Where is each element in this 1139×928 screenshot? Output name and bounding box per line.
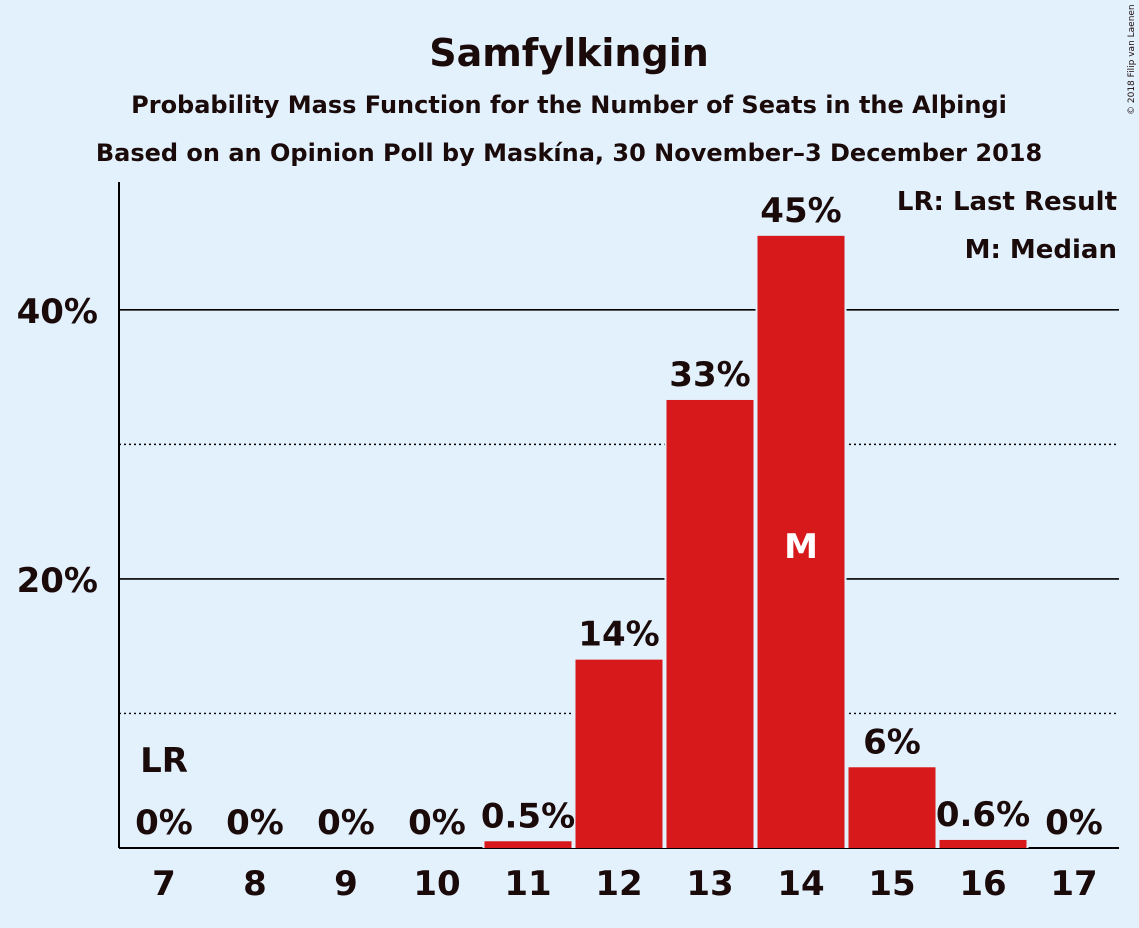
x-tick-label: 10 xyxy=(413,864,460,904)
bar-value-label: 6% xyxy=(863,722,921,762)
chart-title: Samfylkingin xyxy=(429,31,709,75)
bar-value-label: 0% xyxy=(135,803,193,843)
x-tick-label: 15 xyxy=(868,864,915,904)
bar-value-label: 33% xyxy=(669,355,750,395)
y-tick-label: 20% xyxy=(17,561,98,601)
bar xyxy=(757,235,845,848)
bar-value-label: 0.6% xyxy=(936,795,1030,835)
copyright-note: © 2018 Filip van Laenen xyxy=(1127,4,1137,115)
x-tick-label: 11 xyxy=(504,864,551,904)
bar-value-label: 0% xyxy=(317,803,375,843)
median-marker: M xyxy=(784,527,818,567)
x-tick-label: 16 xyxy=(959,864,1006,904)
bar-value-label: 0% xyxy=(1045,803,1103,843)
bar xyxy=(575,659,663,848)
bar xyxy=(939,839,1027,848)
bar xyxy=(484,841,572,848)
y-tick-label: 40% xyxy=(17,292,98,332)
x-tick-label: 12 xyxy=(595,864,642,904)
bar xyxy=(848,767,936,848)
legend-last-result: LR: Last Result xyxy=(897,187,1117,217)
x-tick-label: 13 xyxy=(686,864,733,904)
legend-median: M: Median xyxy=(965,235,1117,265)
x-tick-label: 7 xyxy=(152,864,176,904)
x-tick-label: 17 xyxy=(1050,864,1097,904)
bar-value-label: 0% xyxy=(226,803,284,843)
chart-subtitle: Probability Mass Function for the Number… xyxy=(131,91,1007,119)
bar-value-label: 0% xyxy=(408,803,466,843)
x-tick-label: 14 xyxy=(777,864,824,904)
bar-value-label: 14% xyxy=(578,615,659,655)
bar-value-label: 0.5% xyxy=(481,796,575,836)
chart-subtitle-2: Based on an Opinion Poll by Maskína, 30 … xyxy=(96,139,1042,167)
last-result-marker: LR xyxy=(140,741,188,781)
x-tick-label: 9 xyxy=(334,864,358,904)
bar xyxy=(666,399,754,848)
x-tick-label: 8 xyxy=(243,864,267,904)
bar-value-label: 45% xyxy=(760,191,841,231)
